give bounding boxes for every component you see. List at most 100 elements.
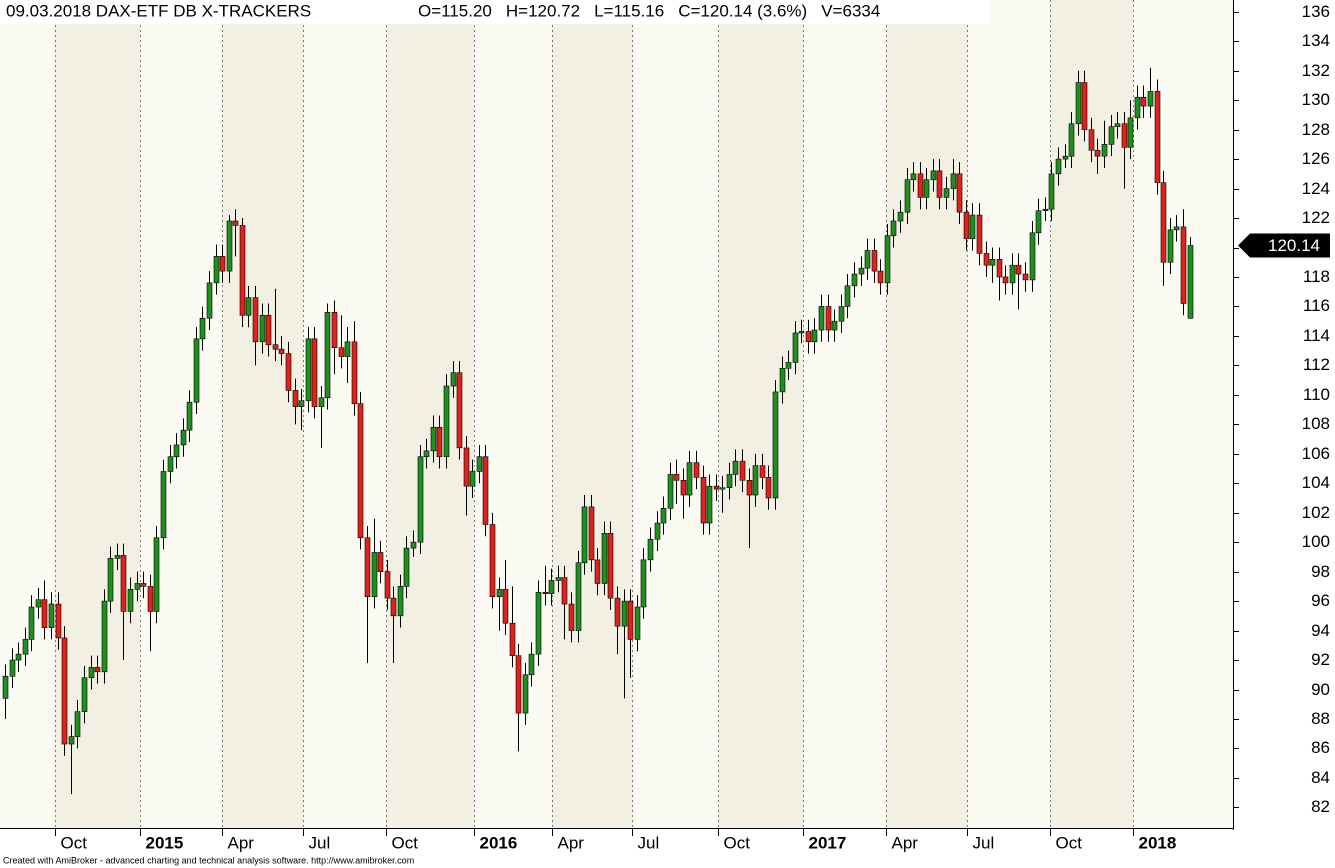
x-tick-label: Oct [724, 833, 751, 852]
candle-body [1094, 149, 1101, 157]
x-tick-label: Apr [228, 833, 255, 852]
candle-body [1009, 264, 1016, 284]
candle-body [943, 188, 950, 198]
candle-body [535, 591, 542, 655]
candle-body [594, 559, 601, 584]
candle-body [469, 471, 476, 487]
candle-body [482, 456, 489, 525]
candle-body [403, 547, 410, 587]
x-tick-label: Jul [309, 833, 331, 852]
candle-body [1154, 91, 1161, 183]
y-tick-label: 130 [1302, 90, 1330, 109]
candle-body [390, 597, 397, 617]
candle-body [831, 320, 838, 331]
x-tick-label: Oct [61, 833, 88, 852]
y-tick-label: 108 [1302, 414, 1330, 433]
candle-body [917, 173, 924, 198]
y-tick-label: 134 [1302, 31, 1330, 50]
candle-body [88, 667, 95, 679]
y-tick-label: 106 [1302, 444, 1330, 463]
quarter-band [551, 0, 633, 828]
candle-body [1068, 123, 1075, 157]
candle-body [324, 312, 331, 399]
candle-body [739, 460, 746, 481]
candle-body [1055, 158, 1062, 175]
candle-body [561, 577, 568, 605]
candle-body [226, 220, 233, 272]
y-tick-label: 100 [1302, 532, 1330, 551]
candle-body [1140, 96, 1147, 107]
y-tick-label: 116 [1303, 296, 1330, 315]
candle-body [430, 426, 437, 452]
candle-body [1127, 117, 1134, 148]
candle-body [193, 338, 200, 403]
y-tick-label: 136 [1302, 2, 1330, 21]
candle-body [614, 597, 621, 627]
candle-body [252, 297, 259, 343]
candle-body [127, 589, 134, 612]
grid [55, 0, 1134, 828]
candle-body [357, 403, 364, 539]
candle-body [904, 179, 911, 213]
y-tick-label: 88 [1311, 709, 1330, 728]
candle-body [272, 344, 279, 350]
candle-body [956, 173, 963, 213]
x-tick-label: 2016 [480, 833, 518, 852]
candle-body [2, 675, 9, 699]
header-value: V=6334 [821, 1, 880, 20]
candle-body [976, 214, 983, 254]
quarter-bands [55, 0, 1133, 828]
candle-body [700, 477, 707, 524]
candle-body [1173, 226, 1180, 231]
candle-body [930, 170, 937, 181]
candle-body [423, 450, 430, 458]
candle-body [950, 173, 957, 189]
x-tick-label: 2015 [146, 833, 184, 852]
candle-body [746, 479, 753, 496]
candle-body [1160, 182, 1167, 263]
candle-body [779, 368, 786, 393]
candle-body [114, 555, 121, 559]
candle-body [1062, 155, 1069, 160]
candle-body [331, 312, 338, 349]
candle-body [792, 332, 799, 363]
candle-body [1134, 96, 1141, 119]
y-tick-label: 90 [1311, 680, 1330, 699]
header-value: O=115.20 [418, 1, 492, 20]
candle-body [890, 220, 897, 237]
candle-body [706, 485, 713, 524]
candle-body [1035, 210, 1042, 234]
candle-body [601, 533, 608, 584]
chart-title: 09.03.2018 DAX-ETF DB X-TRACKERS [6, 1, 311, 20]
candle-body [844, 285, 851, 307]
candle-body [206, 282, 213, 319]
y-tick-label: 84 [1311, 768, 1330, 787]
candle-body [364, 537, 371, 597]
candle-body [219, 256, 226, 272]
candle-body [752, 465, 759, 496]
candle-body [28, 606, 35, 640]
candle-body [732, 460, 739, 475]
candle-body [344, 341, 351, 357]
candle-body [864, 250, 871, 269]
candle-body [654, 522, 661, 540]
candle-body [693, 462, 700, 478]
candle-body [1121, 123, 1128, 148]
quarter-band [222, 0, 304, 828]
candle-body [640, 559, 647, 608]
candle-body [232, 220, 239, 226]
candle-body [726, 474, 733, 488]
y-tick-label: 82 [1311, 797, 1330, 816]
candle-body [719, 487, 726, 490]
candle-body [936, 170, 943, 198]
candle-body [417, 456, 424, 543]
y-tick-label: 118 [1303, 267, 1330, 286]
last-price-marker [1238, 233, 1330, 258]
candle-body [338, 347, 345, 357]
candle-body [1075, 82, 1082, 125]
candle-body [351, 341, 358, 404]
candle-body [581, 506, 588, 564]
candle-body [811, 329, 818, 343]
candle-body [607, 533, 614, 599]
